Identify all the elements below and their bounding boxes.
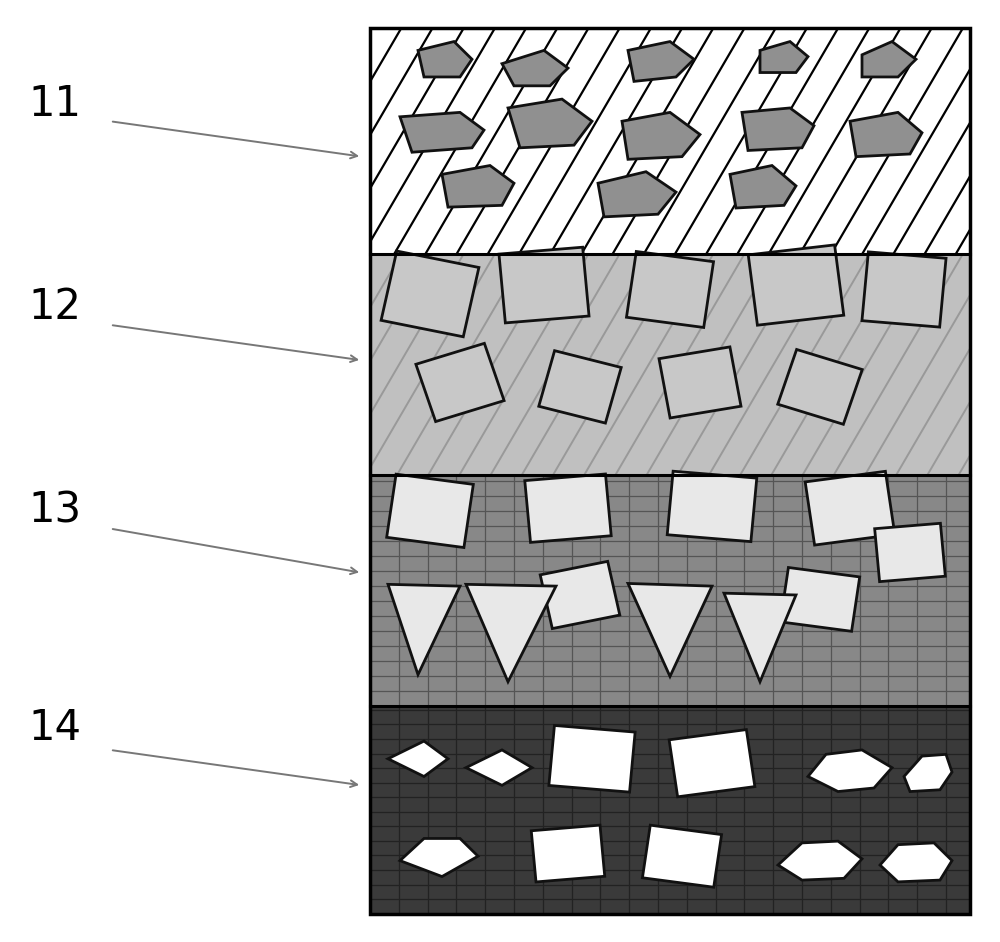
Polygon shape [760, 41, 808, 73]
Polygon shape [466, 750, 532, 786]
Polygon shape [642, 825, 722, 887]
Bar [370, 254, 970, 476]
Polygon shape [622, 112, 700, 159]
Text: 12: 12 [29, 286, 81, 328]
Polygon shape [862, 41, 916, 77]
Polygon shape [466, 584, 556, 682]
Polygon shape [416, 343, 504, 422]
Polygon shape [626, 252, 714, 328]
Polygon shape [628, 41, 694, 81]
Bar [370, 28, 970, 254]
Polygon shape [502, 51, 568, 86]
Polygon shape [628, 583, 712, 676]
Polygon shape [880, 843, 952, 882]
Polygon shape [508, 99, 592, 148]
Polygon shape [598, 171, 676, 217]
Polygon shape [669, 730, 755, 797]
Polygon shape [742, 108, 814, 151]
Polygon shape [659, 347, 741, 418]
Text: 13: 13 [28, 490, 82, 532]
Polygon shape [875, 524, 945, 581]
Polygon shape [381, 251, 479, 337]
Polygon shape [748, 245, 844, 325]
Polygon shape [778, 349, 862, 424]
Polygon shape [549, 725, 635, 792]
Bar [370, 28, 970, 914]
Polygon shape [400, 112, 484, 153]
Polygon shape [805, 471, 895, 545]
Bar [370, 476, 970, 706]
Polygon shape [387, 474, 473, 547]
Polygon shape [724, 593, 796, 682]
Polygon shape [388, 584, 460, 674]
Polygon shape [862, 252, 946, 327]
Polygon shape [400, 838, 478, 877]
Polygon shape [730, 166, 796, 208]
Polygon shape [418, 41, 472, 77]
Polygon shape [499, 247, 589, 323]
Polygon shape [539, 350, 621, 423]
Polygon shape [778, 841, 862, 880]
Bar [370, 706, 970, 914]
Polygon shape [540, 561, 620, 628]
Polygon shape [850, 112, 922, 156]
Text: 11: 11 [28, 83, 82, 124]
Polygon shape [388, 741, 448, 776]
Polygon shape [442, 166, 514, 207]
Polygon shape [808, 750, 892, 791]
Polygon shape [531, 825, 605, 882]
Polygon shape [780, 567, 860, 631]
Polygon shape [904, 755, 952, 791]
Polygon shape [667, 471, 757, 542]
Text: 14: 14 [28, 706, 82, 749]
Polygon shape [525, 474, 611, 543]
